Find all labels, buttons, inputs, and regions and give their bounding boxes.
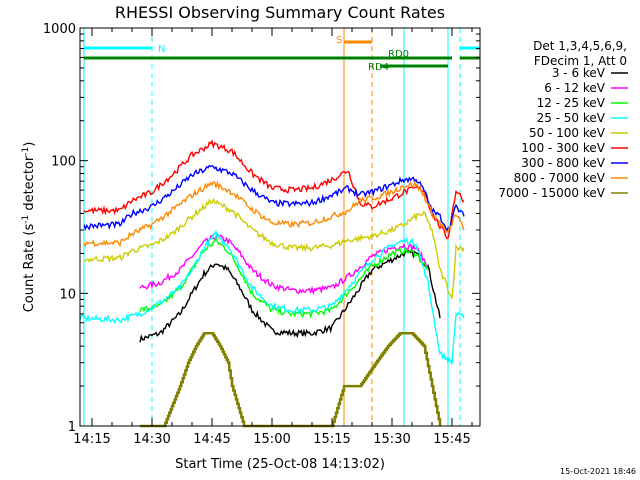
series-line <box>83 197 465 300</box>
y-axis-label-exponent: -1 <box>21 147 31 156</box>
x-tick-label: 15:00 <box>253 432 290 447</box>
y-axis-label-close: ) <box>22 142 37 147</box>
y-axis-label-unit: detector <box>22 155 37 215</box>
x-tick-label: 14:30 <box>133 432 170 447</box>
legend-label: 100 - 300 keV <box>521 141 605 155</box>
axis-layer: 14:15 14:30 14:45 15:00 15:15 15:30 15:45 1 10 10… <box>43 22 480 447</box>
series-line <box>83 164 465 233</box>
annotation-label: RD4 <box>368 62 389 73</box>
y-axis-label: Count Rate (s-1 detector-1) <box>21 142 37 313</box>
chart-title: RHESSI Observing Summary Count Rates <box>115 3 445 22</box>
series-line <box>140 332 442 428</box>
annotation-label: S <box>336 35 342 46</box>
x-tick-label: 14:15 <box>73 432 110 447</box>
legend-label: 300 - 800 keV <box>521 156 605 170</box>
x-tick-label: 14:45 <box>193 432 230 447</box>
annotation-layer: N S RD0 RD4 <box>83 28 480 426</box>
y-tick-label: 1000 <box>43 22 76 37</box>
series-line <box>79 229 465 365</box>
legend-label: 800 - 7000 keV <box>514 171 606 185</box>
legend-label: 3 - 6 keV <box>552 66 606 80</box>
legend-label: 7000 - 15000 keV <box>498 186 605 200</box>
y-tick-label: 1 <box>68 420 76 435</box>
annotation-label: RD0 <box>388 49 409 60</box>
y-tick-label: 100 <box>51 155 76 170</box>
timestamp: 15-Oct-2021 18:46 <box>560 467 636 476</box>
legend: Det 1,3,4,5,6,9, FDecim 1, Att 0 3 - 6 k… <box>498 39 628 200</box>
series-layer <box>79 139 465 428</box>
y-axis-label-exponent: -1 <box>21 215 31 224</box>
series-line <box>83 139 465 240</box>
legend-header-line: FDecim 1, Att 0 <box>534 54 627 68</box>
series-line <box>83 180 465 248</box>
legend-label: 6 - 12 keV <box>544 81 606 95</box>
legend-label: 12 - 25 keV <box>537 96 606 110</box>
x-tick-label: 15:45 <box>433 432 470 447</box>
x-tick-label: 15:15 <box>313 432 350 447</box>
x-axis-label: Start Time (25-Oct-08 14:13:02) <box>175 457 385 472</box>
x-tick-label: 15:30 <box>373 432 410 447</box>
series-line <box>139 249 441 343</box>
legend-label: 25 - 50 keV <box>537 111 606 125</box>
series-line <box>139 233 429 296</box>
legend-header-line: Det 1,3,4,5,6,9, <box>533 39 627 53</box>
y-axis-label-main: Count Rate (s <box>22 224 37 313</box>
y-tick-label: 10 <box>59 287 76 302</box>
annotation-label: N <box>158 44 165 55</box>
legend-label: 50 - 100 keV <box>529 126 606 140</box>
plot-frame <box>79 27 481 427</box>
